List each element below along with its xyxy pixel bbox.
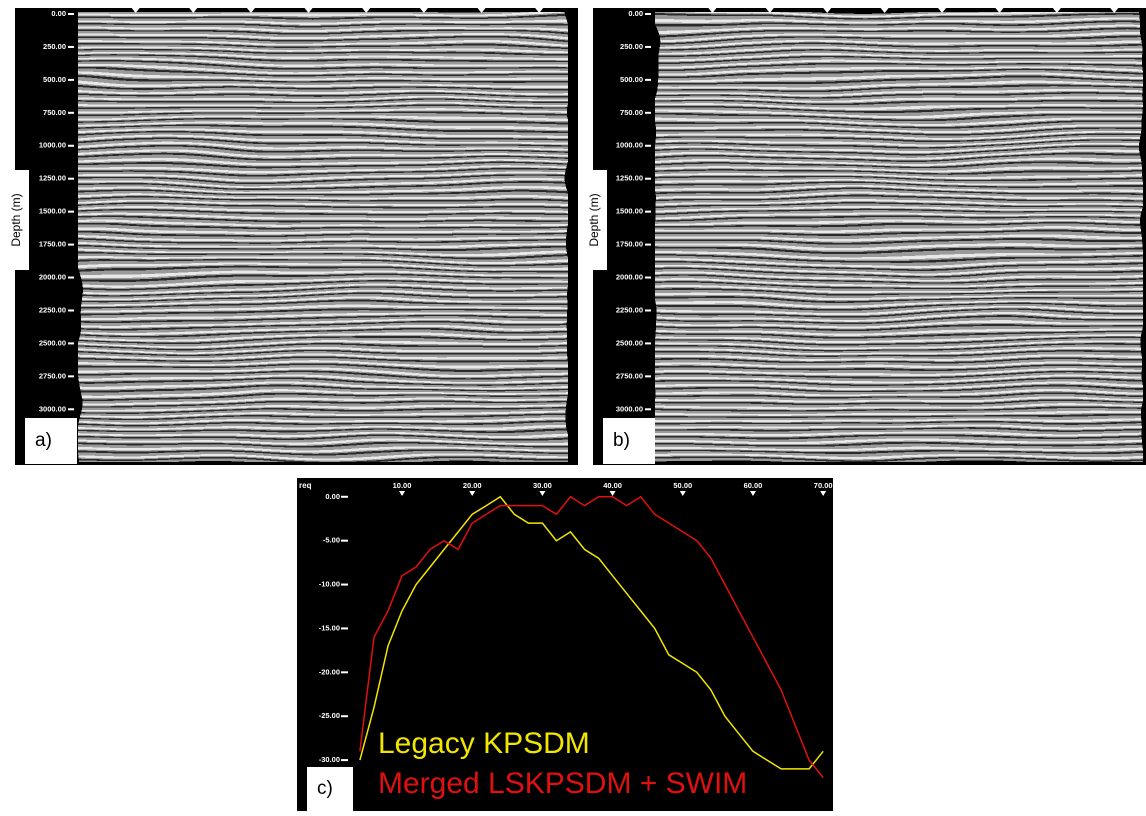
- y-tick-label: 2250.00: [39, 305, 66, 314]
- y-tick-label: 500.00: [620, 75, 643, 84]
- seismic-image: [78, 12, 568, 462]
- top-tick: [246, 8, 255, 13]
- y-tick-label: 0.00: [628, 9, 643, 18]
- top-tick: [189, 8, 198, 13]
- top-tick: [304, 8, 313, 13]
- x-tick-label: 50.00: [673, 481, 692, 490]
- x-tick: [609, 491, 616, 496]
- y-tick-label: 2750.00: [616, 371, 643, 380]
- y-tick-label: 2000.00: [616, 273, 643, 282]
- top-tick: [477, 8, 486, 13]
- x-tick-label: 20.00: [463, 481, 482, 490]
- y-axis-label: Depth (m): [9, 193, 23, 246]
- y-tick-label: -10.00: [319, 580, 340, 589]
- top-tick: [419, 8, 428, 13]
- y-tick-label: 1500.00: [616, 207, 643, 216]
- x-tick: [749, 491, 756, 496]
- legend-entry: Merged LSKPSDM + SWIM: [378, 767, 747, 800]
- y-tick-label: 1000.00: [39, 141, 66, 150]
- y-tick-label: 1750.00: [39, 240, 66, 249]
- top-tick: [708, 8, 717, 13]
- top-tick: [938, 8, 947, 13]
- panel-label-box: [25, 418, 77, 464]
- y-tick-label: -30.00: [319, 755, 340, 764]
- x-tick: [469, 491, 476, 496]
- y-tick-label: 2500.00: [616, 338, 643, 347]
- panel-label: c): [317, 778, 333, 799]
- y-tick-label: 250.00: [620, 42, 643, 51]
- y-tick-label: 3000.00: [39, 404, 66, 413]
- y-tick-label: 0.00: [51, 9, 66, 18]
- x-axis-label: req: [299, 481, 312, 490]
- top-tick: [823, 8, 832, 13]
- panel-label-box: [307, 767, 353, 811]
- spectrum-line: [359, 495, 824, 779]
- legend-entry: Legacy KPSDM: [378, 727, 590, 760]
- y-tick-label: 500.00: [43, 75, 66, 84]
- y-tick-label: 750.00: [620, 108, 643, 117]
- y-tick-label: 1500.00: [39, 207, 66, 216]
- y-axis-label: Depth (m): [587, 193, 601, 246]
- y-tick-label: 1250.00: [39, 174, 66, 183]
- y-tick-label: 250.00: [43, 42, 66, 51]
- seismic-image: [655, 12, 1143, 462]
- x-tick-label: 40.00: [603, 481, 622, 490]
- top-tick: [131, 8, 140, 13]
- y-tick-label: 0.00: [325, 492, 340, 501]
- top-tick: [880, 8, 889, 13]
- x-tick-label: 10.00: [393, 481, 412, 490]
- top-tick: [995, 8, 1004, 13]
- panel-label: b): [613, 430, 630, 451]
- top-tick: [362, 8, 371, 13]
- y-tick-label: -5.00: [323, 536, 340, 545]
- x-tick: [399, 491, 406, 496]
- ylabel-box: [5, 170, 29, 270]
- y-tick-label: -15.00: [319, 623, 340, 632]
- y-tick-label: 2500.00: [39, 338, 66, 347]
- x-tick-label: 30.00: [533, 481, 552, 490]
- panel-background: [297, 478, 833, 811]
- x-tick: [820, 491, 827, 496]
- y-tick-label: 750.00: [43, 108, 66, 117]
- y-tick-label: 1250.00: [616, 174, 643, 183]
- panel-label-box: [603, 418, 655, 464]
- y-tick-label: 2000.00: [39, 273, 66, 282]
- y-tick-label: 2750.00: [39, 371, 66, 380]
- top-tick: [1110, 8, 1119, 13]
- y-tick-label: -25.00: [319, 711, 340, 720]
- top-tick: [535, 8, 544, 13]
- ylabel-box: [583, 170, 607, 270]
- top-tick: [765, 8, 774, 13]
- y-tick-label: -20.00: [319, 667, 340, 676]
- x-tick-label: 70.00: [814, 481, 833, 490]
- y-tick-label: 1000.00: [616, 141, 643, 150]
- x-tick: [679, 491, 686, 496]
- y-tick-label: 2250.00: [616, 305, 643, 314]
- spectrum-line: [359, 495, 824, 770]
- panel-label: a): [35, 430, 52, 451]
- x-tick-label: 60.00: [744, 481, 763, 490]
- y-tick-label: 1750.00: [616, 240, 643, 249]
- top-tick: [1052, 8, 1061, 13]
- x-tick: [539, 491, 546, 496]
- y-tick-label: 3000.00: [616, 404, 643, 413]
